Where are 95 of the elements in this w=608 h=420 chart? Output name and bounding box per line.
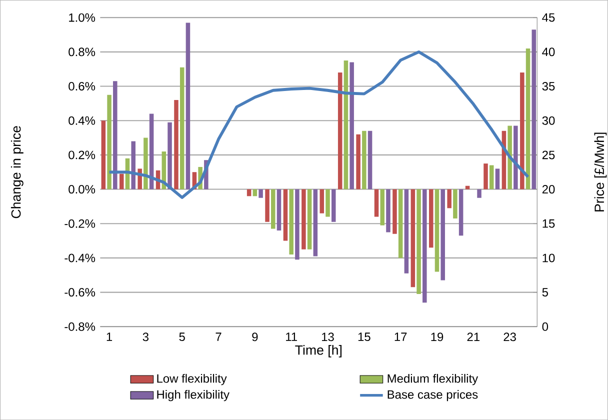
bar bbox=[447, 189, 452, 208]
legend-label: Base case prices bbox=[388, 390, 478, 402]
x-tick-label: 15 bbox=[358, 332, 370, 341]
bar bbox=[174, 100, 178, 190]
bar bbox=[514, 126, 518, 190]
bar bbox=[302, 189, 306, 250]
y-tick-label: 0.6% bbox=[68, 82, 96, 90]
bar bbox=[276, 189, 282, 230]
x-tick-label: 3 bbox=[142, 332, 149, 342]
bar bbox=[386, 189, 390, 232]
bar bbox=[295, 189, 300, 260]
y2-tick-label: 10 bbox=[542, 254, 555, 262]
bar bbox=[465, 186, 470, 190]
legend-label: Low flexibility bbox=[157, 374, 227, 386]
y2-tick-label: 0 bbox=[542, 322, 548, 331]
x-tick-label: 1 bbox=[106, 332, 112, 341]
bar bbox=[331, 189, 336, 222]
bar bbox=[326, 189, 330, 217]
x-tick-label: 21 bbox=[467, 332, 480, 341]
bar bbox=[429, 189, 434, 248]
bar bbox=[440, 189, 445, 280]
y2-tick-label: 35 bbox=[542, 82, 555, 90]
x-tick-label: 19 bbox=[431, 332, 444, 342]
bar bbox=[271, 189, 276, 229]
bar bbox=[495, 168, 500, 190]
x-tick-label: 7 bbox=[216, 332, 222, 341]
y-tick-label: 0.4% bbox=[68, 116, 96, 125]
y2-tick-label: 15 bbox=[542, 219, 555, 228]
bar bbox=[186, 22, 190, 190]
bar bbox=[101, 120, 106, 190]
bar bbox=[398, 189, 403, 258]
x-axis-title: Time [h] bbox=[295, 344, 342, 358]
y2-tick-label: 20 bbox=[542, 184, 555, 194]
bar bbox=[320, 189, 324, 214]
bar bbox=[120, 174, 124, 190]
bar bbox=[526, 48, 530, 190]
bar bbox=[113, 81, 118, 190]
bar bbox=[344, 60, 348, 190]
y2-axis-title: Price [£/Mwh] bbox=[594, 132, 607, 212]
bar bbox=[144, 138, 148, 190]
y2-tick-label: 5 bbox=[542, 288, 548, 296]
legend-label: High flexibility bbox=[157, 390, 230, 402]
bar bbox=[307, 189, 312, 250]
y-tick-label: -0.2% bbox=[64, 219, 96, 228]
bar bbox=[434, 189, 440, 272]
bar bbox=[392, 189, 397, 234]
bar bbox=[289, 189, 294, 254]
x-tick-label: 17 bbox=[394, 332, 407, 341]
y-tick-label: 0.8% bbox=[68, 48, 96, 56]
bar bbox=[508, 126, 512, 190]
x-tick-label: 23 bbox=[504, 332, 516, 342]
bar bbox=[484, 163, 488, 190]
y-tick-label: -0.6% bbox=[64, 288, 96, 296]
bar bbox=[180, 67, 184, 190]
bar bbox=[520, 72, 524, 190]
bar bbox=[458, 189, 464, 236]
bar bbox=[258, 189, 263, 198]
bar bbox=[489, 165, 494, 190]
y2-tick-label: 40 bbox=[542, 48, 555, 56]
legend-label: Medium flexibility bbox=[388, 374, 478, 386]
bar bbox=[453, 189, 458, 218]
bar bbox=[149, 114, 154, 190]
bar bbox=[362, 130, 366, 190]
bar bbox=[313, 189, 318, 256]
x-tick-label: 5 bbox=[179, 332, 185, 341]
bar bbox=[532, 30, 536, 190]
bar bbox=[422, 189, 427, 303]
x-tick-label: 13 bbox=[322, 332, 334, 342]
y-axis-title: Change in price bbox=[10, 126, 24, 218]
y-tick-label: -0.8% bbox=[64, 322, 96, 331]
y-tick-label: 0.0% bbox=[68, 184, 96, 194]
bar bbox=[380, 189, 385, 226]
x-tick-label: 9 bbox=[252, 332, 258, 342]
x-tick-label: 11 bbox=[286, 332, 297, 341]
y-tick-label: 1.0% bbox=[69, 13, 96, 22]
bar bbox=[404, 189, 409, 274]
y2-tick-label: 25 bbox=[542, 150, 555, 160]
bar bbox=[265, 189, 270, 222]
bar bbox=[368, 130, 372, 190]
bar bbox=[283, 189, 288, 241]
bar bbox=[131, 141, 136, 190]
bar bbox=[410, 189, 416, 288]
bar bbox=[350, 62, 354, 190]
y-tick-label: 0.2% bbox=[68, 150, 96, 160]
bar bbox=[168, 122, 172, 190]
bar bbox=[477, 189, 482, 198]
y-tick-label: -0.4% bbox=[64, 254, 96, 262]
bar bbox=[374, 189, 379, 217]
bar bbox=[107, 94, 112, 190]
line-series bbox=[108, 50, 530, 199]
y2-tick-label: 30 bbox=[542, 116, 555, 125]
y2-tick-label: 45 bbox=[542, 13, 555, 22]
bar bbox=[356, 134, 360, 190]
bar bbox=[416, 189, 421, 294]
bar bbox=[338, 72, 342, 190]
